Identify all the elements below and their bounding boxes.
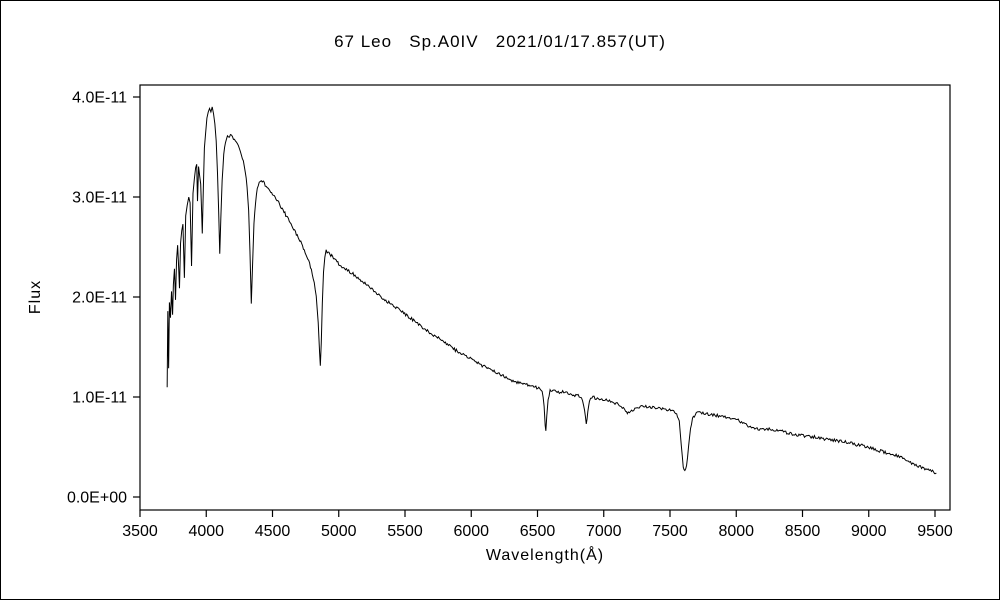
y-tick-label: 1.0E-11 (72, 390, 127, 407)
y-tick-label: 0.0E+00 (67, 490, 127, 507)
x-tick-label: 9500 (917, 523, 953, 540)
x-tick-label: 3500 (122, 523, 158, 540)
spectrum-line (166, 106, 937, 475)
x-axis-ticks: 3500 4000 4500 5000 5500 6000 6500 7000 7500 8000… (122, 510, 953, 540)
x-tick-label: 8500 (785, 523, 821, 540)
x-tick-label: 8000 (718, 523, 754, 540)
x-tick-label: 5000 (321, 523, 357, 540)
y-tick-label: 2.0E-11 (72, 290, 127, 307)
x-tick-label: 7000 (586, 523, 622, 540)
x-tick-label: 4000 (188, 523, 224, 540)
x-tick-label: 5500 (387, 523, 423, 540)
x-tick-label: 4500 (255, 523, 291, 540)
y-axis-label: Flux (27, 280, 44, 314)
y-tick-label: 4.0E-11 (72, 90, 127, 107)
x-tick-label: 7500 (652, 523, 688, 540)
y-tick-label: 3.0E-11 (72, 190, 127, 207)
x-axis-label: Wavelength(Å) (486, 545, 604, 564)
y-axis-ticks: 0.0E+00 1.0E-11 2.0E-11 3.0E-11 4.0E-11 (67, 90, 140, 507)
chart-title: 67 Leo Sp.A0IV 2021/01/17.857(UT) (334, 32, 666, 51)
x-tick-label: 9000 (851, 523, 887, 540)
x-tick-label: 6000 (453, 523, 489, 540)
x-tick-label: 6500 (520, 523, 556, 540)
